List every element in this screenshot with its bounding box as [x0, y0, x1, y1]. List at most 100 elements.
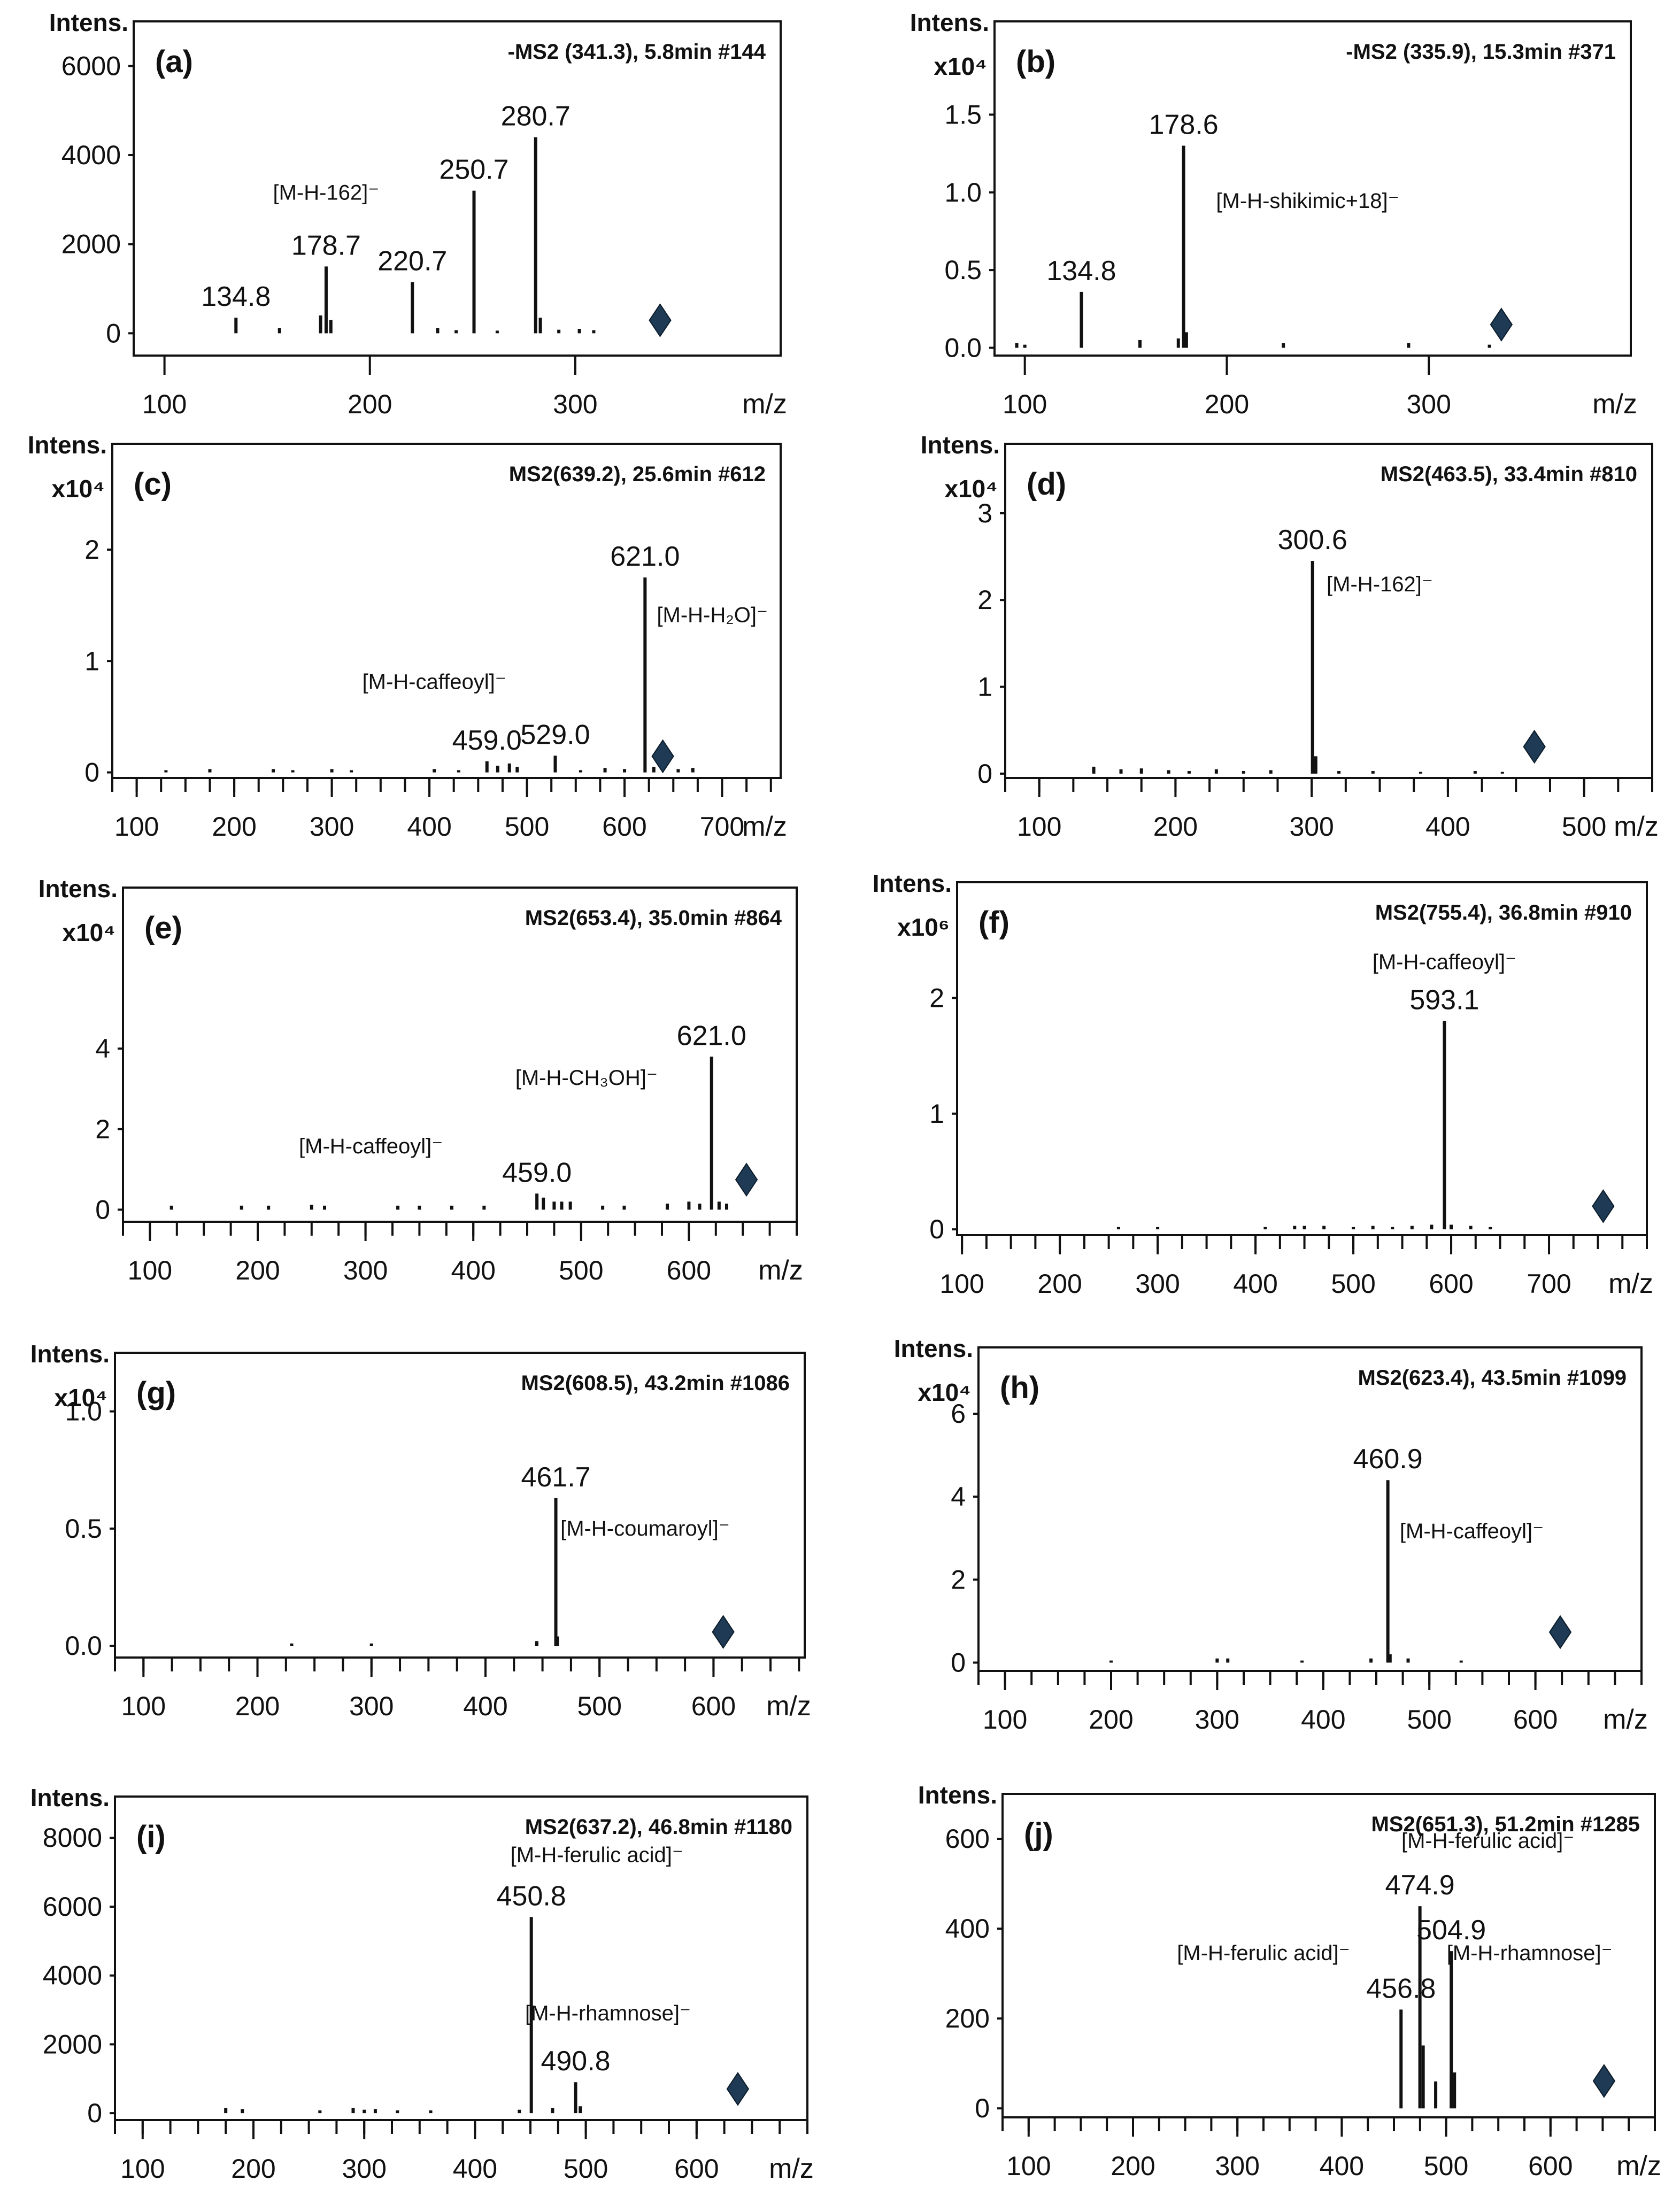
x-tick-label: 100: [1017, 812, 1061, 842]
scan-header: MS2(637.2), 46.8min #1180: [525, 1815, 792, 1839]
x-tick-label: 400: [407, 812, 451, 842]
x-tick-label: 100: [121, 1691, 166, 1721]
x-tick-label: 400: [1425, 812, 1470, 842]
x-tick-label: 100: [142, 389, 187, 419]
precursor-marker: [1490, 307, 1513, 342]
precursor-marker: [649, 303, 672, 337]
x-tick-label: 100: [1006, 2151, 1051, 2181]
x-tick-label: 200: [1205, 389, 1249, 419]
y-tick-label: 1: [977, 672, 992, 702]
scan-header: -MS2 (335.9), 15.3min #371: [1346, 40, 1616, 64]
y-tick-label: 4000: [43, 1961, 102, 1991]
y-axis-label: Intens.: [873, 869, 952, 897]
plot-frame: [956, 881, 1648, 1236]
y-tick-label: 1: [929, 1099, 944, 1129]
fragment-annotation: [M-H-ferulic acid]⁻: [1401, 1829, 1574, 1853]
peak-label: 621.0: [677, 1020, 746, 1051]
panel-label: (e): [144, 911, 182, 945]
x-tick-label: 600: [667, 1255, 711, 1285]
y-tick-label: 0: [975, 2093, 990, 2123]
y-axis-label: Intens.: [921, 431, 1000, 459]
x-tick-label: 400: [451, 1255, 495, 1285]
panel-label: (i): [136, 1820, 166, 1854]
peak-label: 450.8: [497, 1880, 566, 1912]
fragment-annotation: [M-H-caffeoyl]⁻: [1400, 1520, 1544, 1543]
y-tick-label: 1.0: [65, 1397, 102, 1427]
spectrum-panel: Intens. 0 2000 4000 6000 100 200 300 m/z 134.8 178…: [49, 9, 787, 420]
spectrum-panel: Intens. x10⁴ 0 2 4 100 200 300 400 500 600 m/z 459.0…: [38, 875, 803, 1286]
y-tick-label: 1.5: [944, 99, 982, 129]
peak-label: 280.7: [501, 101, 571, 132]
peak-label: 461.7: [521, 1462, 590, 1493]
x-axis-label: m/z: [1616, 2151, 1661, 2182]
fragment-annotation: [M-H-caffeoyl]⁻: [363, 670, 506, 693]
precursor-marker: [726, 2072, 750, 2106]
x-tick-label: 600: [602, 812, 646, 842]
y-scale-label: x10⁴: [54, 1384, 107, 1412]
y-axis-label: Intens.: [28, 431, 107, 459]
plot-frame: [133, 20, 782, 357]
y-tick-label: 0: [951, 1647, 966, 1677]
y-tick-label: 6: [951, 1399, 966, 1429]
peak-label: 621.0: [610, 541, 680, 572]
peak-label: 456.8: [1366, 1973, 1436, 2004]
peak-label: 300.6: [1278, 525, 1347, 556]
y-tick-label: 2: [84, 535, 99, 565]
y-tick-label: 2: [977, 585, 992, 615]
x-tick-label: 600: [1513, 1705, 1558, 1735]
y-tick-label: 4: [951, 1482, 966, 1512]
y-tick-label: 2: [95, 1114, 110, 1144]
x-tick-label: 300: [1215, 2151, 1259, 2181]
x-axis-label: m/z: [758, 1255, 803, 1286]
panel-label: (c): [134, 467, 172, 502]
x-tick-label: 200: [1111, 2151, 1155, 2181]
y-tick-label: 1.0: [944, 178, 982, 207]
y-tick-label: 4: [95, 1034, 110, 1063]
x-axis-label: m/z: [769, 2153, 814, 2184]
y-tick-label: 2: [929, 983, 944, 1013]
plot-frame: [993, 20, 1632, 357]
fragment-annotation: [M-H-162]⁻: [273, 181, 379, 204]
y-axis-label: Intens.: [49, 9, 128, 36]
x-tick-label: 300: [349, 1691, 394, 1721]
x-tick-label: 200: [348, 389, 392, 419]
x-tick-label: 700: [700, 812, 744, 842]
y-axis-label: Intens.: [894, 1335, 973, 1362]
precursor-marker: [651, 739, 674, 774]
y-tick-label: 600: [945, 1824, 990, 1854]
x-tick-label: 400: [1320, 2151, 1364, 2181]
panel-label: (f): [978, 905, 1009, 940]
x-tick-label: 100: [1003, 389, 1047, 419]
y-tick-label: 400: [945, 1914, 990, 1944]
x-tick-label: 200: [1037, 1269, 1082, 1299]
x-tick-label: 500: [1562, 812, 1606, 842]
x-tick-label: 100: [114, 812, 159, 842]
y-tick-label: 8000: [43, 1823, 102, 1853]
spectrum-panel: Intens. x10⁴ 0.0 0.5 1.0 100 200 300 400 500 600 m/…: [30, 1340, 811, 1722]
y-scale-label: x10⁶: [897, 913, 950, 941]
peak-label: 460.9: [1353, 1444, 1423, 1475]
plot-frame: [1004, 443, 1653, 779]
x-tick-label: 200: [235, 1255, 280, 1285]
x-axis-label: m/z: [742, 389, 787, 420]
y-axis-label: Intens.: [910, 9, 989, 36]
y-tick-label: 4000: [61, 140, 121, 170]
y-tick-label: 2000: [61, 229, 121, 259]
x-tick-label: 300: [1195, 1705, 1239, 1735]
x-axis-label: m/z: [742, 811, 787, 842]
plot-frame: [111, 443, 782, 779]
y-scale-label: x10⁴: [51, 475, 105, 503]
peak-label: 134.8: [1046, 256, 1116, 287]
x-tick-label: 500: [1407, 1705, 1451, 1735]
scan-header: MS2(755.4), 36.8min #910: [1375, 901, 1632, 924]
peak-label: 134.8: [201, 281, 271, 312]
x-tick-label: 300: [342, 2154, 386, 2184]
panel-label: (g): [136, 1376, 176, 1411]
spectrum-panel: Intens. 0 2000 4000 6000 8000 100 200 300 400 500 6…: [30, 1784, 814, 2184]
spectrum-panel: Intens. 0 200 400 600 100 200 300 400 500 600 m/z 45…: [918, 1781, 1661, 2182]
y-axis-label: Intens.: [30, 1784, 110, 1812]
scan-header: MS2(651.3), 51.2min #1285: [1371, 1813, 1640, 1836]
y-scale-label: x10⁴: [62, 919, 115, 946]
